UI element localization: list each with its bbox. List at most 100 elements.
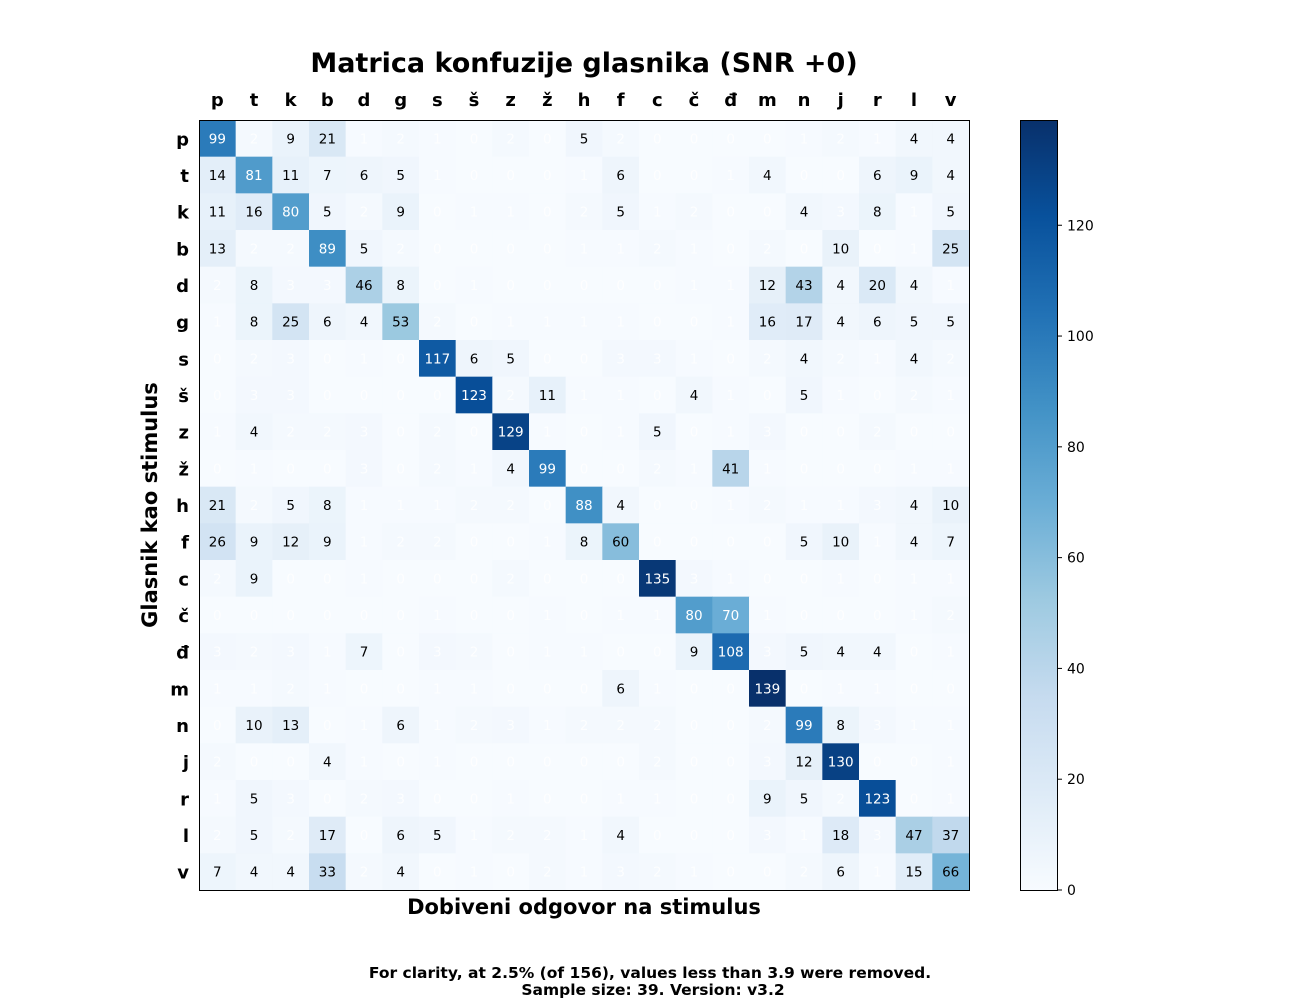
cell-value-label: 0	[763, 865, 772, 881]
heatmap-cell	[859, 156, 897, 194]
heatmap-cell	[602, 340, 640, 378]
heatmap-cell	[199, 413, 237, 451]
cell-value-label: 1	[946, 571, 955, 587]
heatmap-cell	[235, 303, 273, 341]
cell-value-label: 11	[209, 205, 226, 221]
heatmap-cell	[199, 303, 237, 341]
cell-value-label: 2	[653, 755, 662, 771]
heatmap-cell	[712, 633, 750, 671]
heatmap-cell	[859, 486, 897, 524]
heatmap-cell	[565, 230, 603, 268]
cell-value-label: 1	[360, 755, 369, 771]
heatmap-cell	[309, 193, 347, 231]
heatmap-cell	[639, 376, 677, 414]
heatmap-cell	[565, 560, 603, 598]
y-tick-label: p	[176, 129, 189, 150]
heatmap-cell	[529, 303, 567, 341]
heatmap-cell	[602, 450, 640, 488]
cell-value-label: 1	[653, 205, 662, 221]
heatmap-cell	[419, 486, 457, 524]
heatmap-cell	[785, 266, 823, 304]
cell-value-label: 5	[580, 131, 589, 147]
heatmap-cell	[932, 670, 970, 708]
x-tick-label: m	[758, 90, 777, 111]
cell-value-label: 3	[690, 571, 699, 587]
heatmap-cell	[199, 376, 237, 414]
cell-value-label: 1	[543, 718, 552, 734]
heatmap-cell	[785, 340, 823, 378]
cell-value-label: 0	[396, 608, 405, 624]
cell-value-label: 1	[800, 131, 809, 147]
heatmap-cell	[309, 376, 347, 414]
heatmap-cell	[419, 560, 457, 598]
heatmap-cell	[859, 670, 897, 708]
cell-value-label: 0	[396, 388, 405, 404]
heatmap-cell	[382, 230, 420, 268]
cell-value-label: 6	[836, 865, 845, 881]
heatmap-cell	[712, 230, 750, 268]
cell-value-label: 0	[616, 645, 625, 661]
heatmap-cell	[309, 266, 347, 304]
cell-value-label: 139	[754, 681, 780, 697]
heatmap-cell	[785, 633, 823, 671]
cell-value-label: 4	[910, 351, 919, 367]
cell-value-label: 0	[323, 718, 332, 734]
heatmap-cell	[859, 743, 897, 781]
heatmap-cell	[199, 340, 237, 378]
cell-value-label: 3	[323, 278, 332, 294]
cell-value-label: 0	[763, 131, 772, 147]
heatmap-cell	[639, 523, 677, 561]
cell-value-label: 2	[506, 828, 515, 844]
heatmap-cell	[895, 523, 933, 561]
cell-value-label: 8	[250, 315, 259, 331]
heatmap-cell	[309, 450, 347, 488]
cell-value-label: 0	[506, 241, 515, 257]
heatmap-cell	[309, 486, 347, 524]
cell-value-label: 0	[690, 315, 699, 331]
heatmap-cell	[932, 156, 970, 194]
cell-value-label: 0	[286, 755, 295, 771]
cell-value-label: 10	[942, 498, 959, 514]
x-tick-label: f	[617, 90, 625, 111]
cell-value-label: 10	[832, 535, 849, 551]
cell-value-label: 0	[800, 461, 809, 477]
heatmap-cell	[382, 303, 420, 341]
heatmap-cell	[932, 413, 970, 451]
cell-value-label: 1	[323, 681, 332, 697]
heatmap-cell	[235, 560, 273, 598]
cell-value-label: 0	[690, 498, 699, 514]
cell-value-label: 1	[396, 498, 405, 514]
cell-value-label: 1	[506, 205, 515, 221]
cell-value-label: 9	[323, 535, 332, 551]
cell-value-label: 2	[543, 865, 552, 881]
heatmap-cell	[639, 230, 677, 268]
heatmap-cell	[602, 670, 640, 708]
cell-value-label: 5	[800, 535, 809, 551]
heatmap-cell	[529, 486, 567, 524]
x-tick-label: r	[873, 90, 882, 111]
cell-value-label: 0	[433, 278, 442, 294]
cell-value-label: 0	[323, 461, 332, 477]
cell-value-label: 0	[433, 205, 442, 221]
heatmap-cell	[199, 670, 237, 708]
heatmap-cell	[309, 780, 347, 818]
cell-value-label: 4	[250, 425, 259, 441]
cell-value-label: 4	[873, 645, 882, 661]
cell-value-label: 2	[910, 388, 919, 404]
heatmap-cell	[309, 340, 347, 378]
cell-value-label: 8	[836, 718, 845, 734]
cell-value-label: 2	[763, 351, 772, 367]
x-tick-label: j	[837, 90, 844, 111]
heatmap-cell	[529, 376, 567, 414]
heatmap-cell	[455, 340, 493, 378]
heatmap-cell	[235, 816, 273, 854]
cell-value-label: 0	[653, 498, 662, 514]
cell-value-label: 1	[726, 571, 735, 587]
cell-value-label: 5	[653, 425, 662, 441]
heatmap-cell	[932, 450, 970, 488]
cell-value-label: 5	[396, 168, 405, 184]
heatmap-cell	[932, 816, 970, 854]
heatmap-cell	[822, 596, 860, 634]
cell-value-label: 3	[873, 498, 882, 514]
heatmap-cell	[565, 670, 603, 708]
